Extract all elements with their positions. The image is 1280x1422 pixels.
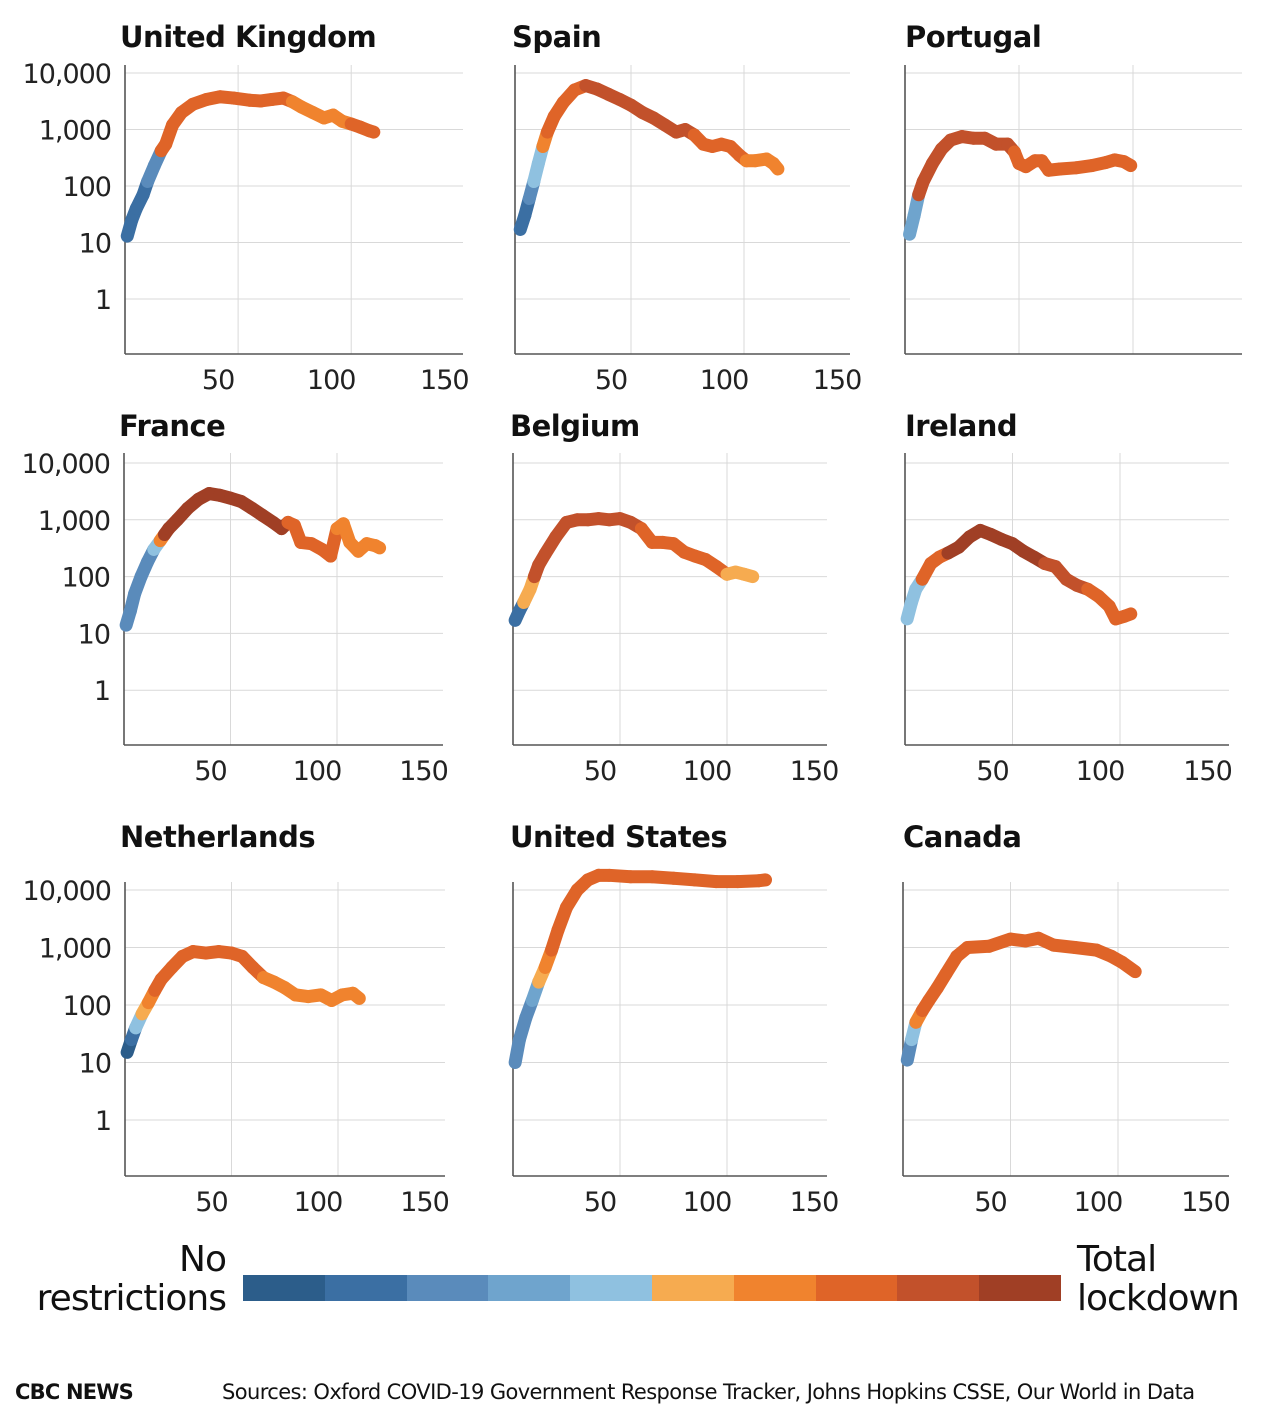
sources-note: Sources: Oxford COVID-19 Government Resp… [222, 1380, 1195, 1404]
case-line-segment [1115, 955, 1142, 979]
panel-title: France [119, 409, 226, 443]
legend-high-line2: lockdown [1077, 1278, 1240, 1319]
y-tick-label: 1,000 [39, 934, 111, 965]
x-tick-label: 100 [683, 1187, 732, 1218]
legend-swatch-4 [570, 1275, 652, 1301]
y-tick-label: 10 [79, 1049, 111, 1080]
panel-title: Ireland [905, 409, 1018, 443]
x-tick-label: 100 [1076, 756, 1125, 787]
panel-spain: 50 100 150 [513, 65, 862, 396]
x-tick-label: 50 [974, 1187, 1006, 1218]
y-tick-label: 1,000 [39, 116, 111, 147]
legend-swatch-6 [733, 1275, 816, 1301]
y-tick-label: 1 [95, 1106, 111, 1137]
x-tick-label: 100 [1074, 1187, 1123, 1218]
legend-high-line1: Total [1077, 1239, 1157, 1280]
legend-swatch-3 [488, 1275, 571, 1301]
x-tick-label: 150 [400, 1187, 449, 1218]
small-multiples-grid: United Kingdom 1 10 100 1,000 10,000 50 100 150 S… [22, 20, 1242, 1218]
legend-low-line1: No [179, 1239, 227, 1280]
y-tick-label: 10 [78, 619, 110, 650]
legend-swatch-7 [815, 1275, 898, 1301]
x-tick-label: 50 [595, 365, 627, 396]
panel-portugal [903, 65, 1242, 355]
legend-swatch-1 [324, 1275, 407, 1301]
y-tick-label: 10 [79, 229, 111, 260]
legend-high-label: Total lockdown [1077, 1239, 1240, 1319]
x-tick-label: 150 [813, 365, 862, 396]
x-tick-label: 150 [420, 365, 469, 396]
x-tick-label: 50 [194, 756, 226, 787]
stringency-color-scale [243, 1275, 1061, 1301]
legend-swatch-0 [243, 1275, 325, 1301]
x-tick-label: 100 [700, 365, 749, 396]
case-line-segment [346, 986, 366, 1005]
y-tick-label: 100 [62, 172, 111, 203]
panel-belgium: 50 100 150 [508, 453, 839, 787]
y-tick-label: 1 [95, 285, 111, 316]
x-tick-label: 150 [399, 756, 448, 787]
x-tick-label: 150 [790, 1187, 839, 1218]
x-tick-label: 50 [202, 365, 234, 396]
x-tick-label: 50 [584, 756, 616, 787]
y-tick-label: 100 [61, 563, 110, 594]
x-tick-label: 150 [1183, 756, 1232, 787]
case-line-segment [362, 124, 381, 139]
case-line-segment [766, 157, 785, 176]
y-tick-label: 1 [94, 676, 110, 707]
case-line-segment [368, 539, 387, 555]
x-tick-label: 100 [293, 756, 342, 787]
panel-united-kingdom: 1 10 100 1,000 10,000 50 100 150 [23, 59, 470, 396]
panel-title: Canada [903, 820, 1022, 854]
panel-france: 1 10 100 1,000 10,000 50 100 150 [22, 449, 449, 787]
case-line-segment [737, 567, 760, 584]
panel-netherlands: 1 10 100 1,000 10,000 50 100 150 [23, 876, 450, 1218]
case-line-segment [1117, 155, 1138, 173]
case-line-segment [1117, 607, 1138, 623]
legend-swatch-2 [406, 1275, 489, 1301]
y-tick-label: 100 [62, 991, 111, 1022]
legend-swatch-8 [897, 1275, 980, 1301]
x-tick-label: 50 [195, 1187, 227, 1218]
legend-low-line2: restrictions [36, 1278, 227, 1319]
case-line-segment [752, 873, 773, 888]
panel-title: Belgium [510, 409, 640, 443]
x-tick-label: 100 [294, 1187, 343, 1218]
y-tick-label: 10,000 [23, 876, 111, 907]
x-tick-label: 100 [683, 756, 732, 787]
panel-title: Spain [512, 20, 602, 54]
y-tick-label: 10,000 [22, 449, 110, 480]
legend-swatch-5 [651, 1275, 734, 1301]
panel-united-states: 50 100 150 [508, 868, 839, 1218]
legend-swatch-9 [979, 1275, 1061, 1301]
legend-low-label: No restrictions [36, 1239, 227, 1319]
x-tick-label: 100 [307, 365, 356, 396]
x-tick-label: 50 [976, 756, 1008, 787]
cbc-news-logo: CBC NEWS [15, 1380, 134, 1404]
x-tick-label: 150 [1181, 1187, 1230, 1218]
panel-title: Netherlands [120, 820, 316, 854]
panel-title: United States [510, 820, 728, 854]
y-tick-label: 10,000 [23, 59, 111, 90]
x-tick-label: 50 [584, 1187, 616, 1218]
panel-title: Portugal [905, 20, 1042, 54]
x-tick-label: 150 [790, 756, 839, 787]
panel-ireland: 50 100 150 [900, 453, 1233, 787]
panel-canada: 50 100 150 [900, 882, 1231, 1218]
panel-title: United Kingdom [120, 20, 377, 54]
y-tick-label: 1,000 [38, 506, 110, 537]
